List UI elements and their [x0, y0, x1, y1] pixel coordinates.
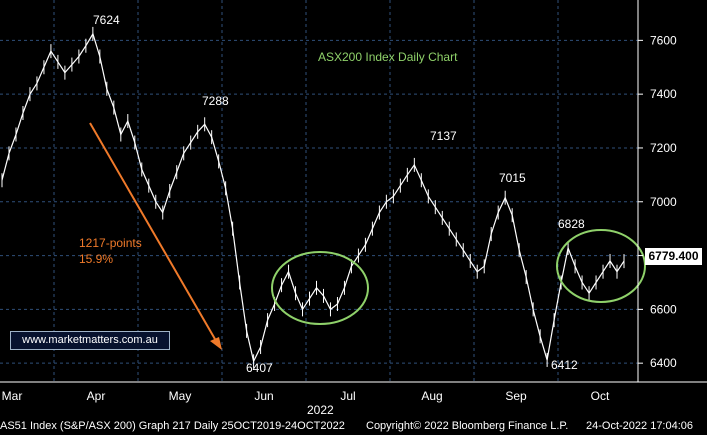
y-tick-label: 7400: [650, 87, 677, 101]
label-oct-high: 6828: [558, 217, 585, 231]
y-axis-ticks: 6400660068007000720074007600: [638, 33, 677, 370]
grid-lines: [0, 0, 638, 382]
x-tick-label-aug: Aug: [421, 389, 442, 403]
label-aug-high: 7137: [430, 129, 457, 143]
y-tick-label: 7200: [650, 141, 677, 155]
last-price-badge: 6779.400: [645, 248, 702, 265]
y-tick-label: 7000: [650, 195, 677, 209]
chart-title: ASX200 Index Daily Chart: [318, 50, 458, 64]
decline-arrowhead: [210, 337, 222, 350]
price-line: [1, 32, 625, 364]
x-axis-ticks: Mar Apr May Jun Jul Aug Sep Oct: [2, 389, 610, 403]
bloomberg-footer: AS51 Index (S&P/ASX 200) Graph 217 Daily…: [0, 418, 707, 435]
price-series: [1, 26, 625, 369]
label-apr-high: 7624: [93, 13, 120, 27]
label-may-high: 7288: [202, 94, 229, 108]
x-tick-label-apr: Apr: [87, 389, 106, 403]
y-tick-label: 6600: [650, 302, 677, 316]
x-tick-label-may: May: [169, 389, 192, 403]
consolidation-circle-jun-jul: [271, 251, 369, 325]
footer-copyright: Copyright© 2022 Bloomberg Finance L.P.: [366, 420, 569, 432]
footer-source: AS51 Index (S&P/ASX 200) Graph 217 Daily…: [0, 420, 345, 432]
x-axis-year-label: 2022: [307, 403, 334, 417]
y-tick-label: 6400: [650, 356, 677, 370]
label-jun-low: 6407: [246, 361, 273, 375]
website-badge[interactable]: www.marketmatters.com.au: [10, 331, 170, 350]
consolidation-circle-oct: [556, 229, 646, 303]
x-tick-label-jul: Jul: [340, 389, 355, 403]
decline-percent-label: 15.9%: [79, 252, 114, 266]
x-tick-label-oct: Oct: [591, 389, 610, 403]
chart-overlays: [89, 122, 646, 350]
x-tick-label-sep: Sep: [505, 389, 527, 403]
decline-arrow: [89, 122, 220, 347]
label-sep-high: 7015: [499, 171, 526, 185]
label-sep-low: 6412: [551, 358, 578, 372]
axes: [0, 0, 707, 383]
footer-timestamp: 24-Oct-2022 17:04:06: [586, 420, 694, 432]
y-tick-label: 7600: [650, 33, 677, 47]
x-tick-label-mar: Mar: [2, 389, 23, 403]
x-tick-label-jun: Jun: [254, 389, 273, 403]
decline-points-label: 1217-points: [79, 236, 142, 250]
